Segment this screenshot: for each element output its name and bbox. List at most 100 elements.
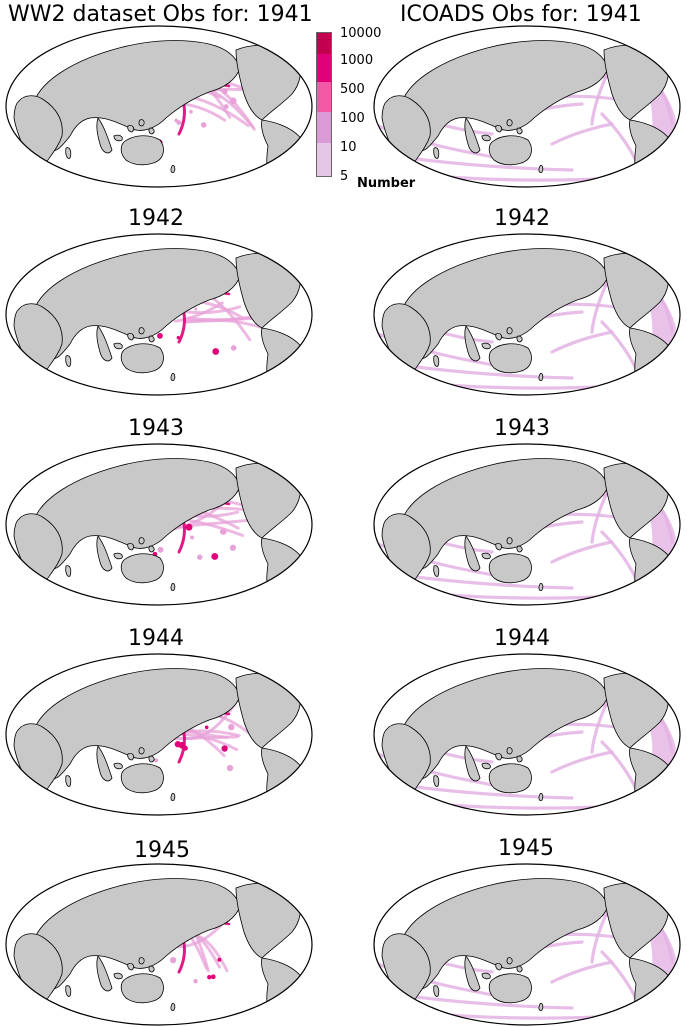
continent — [488, 763, 532, 794]
continent — [488, 973, 532, 1004]
continent — [148, 965, 155, 973]
colorbar — [316, 32, 332, 177]
obs-cluster — [210, 974, 216, 980]
continent — [488, 553, 532, 584]
colorbar-tick-500: 500 — [340, 82, 365, 97]
ww2-year-title-1942: 1942 — [128, 206, 184, 231]
continent — [33, 248, 241, 360]
obs-cluster — [204, 725, 209, 730]
continent — [464, 117, 481, 154]
continent — [138, 957, 145, 965]
obs-cluster — [176, 120, 182, 126]
icoads-map-1944 — [372, 652, 682, 817]
obs-cluster — [190, 535, 195, 540]
continent — [495, 543, 503, 551]
continent — [629, 451, 653, 464]
continent — [138, 327, 145, 335]
continent — [481, 552, 491, 560]
continent — [433, 775, 440, 787]
continent — [516, 127, 523, 135]
icoads-year-title-1942: 1942 — [494, 206, 550, 231]
obs-cluster — [221, 745, 228, 752]
continent — [96, 325, 113, 362]
continent — [538, 165, 544, 173]
landmass — [381, 661, 671, 809]
obs-cluster — [189, 109, 193, 114]
obs-cluster — [212, 348, 220, 355]
continent — [401, 458, 609, 570]
obs-cluster — [222, 88, 228, 95]
continent — [120, 973, 164, 1004]
obs-cluster — [230, 345, 237, 351]
colorbar-tick-1000: 1000 — [340, 53, 374, 68]
ship-track — [550, 960, 614, 984]
continent — [148, 127, 155, 135]
ww2-map-1945 — [4, 862, 314, 1027]
continent — [495, 753, 503, 761]
obs-cluster — [207, 975, 212, 980]
continent — [488, 135, 532, 166]
continent — [495, 125, 503, 133]
colorbar-tick-10000: 10000 — [340, 26, 382, 41]
ship-track — [550, 750, 614, 774]
continent — [629, 33, 653, 46]
continent — [138, 537, 145, 545]
colorbar-band-1000 — [317, 54, 331, 82]
continent — [120, 135, 164, 166]
map-border — [5, 653, 313, 816]
continent — [170, 165, 176, 173]
continent — [33, 40, 241, 152]
continent — [516, 965, 523, 973]
continent — [96, 535, 113, 572]
obs-cluster — [157, 546, 164, 553]
continent — [148, 545, 155, 553]
continent — [506, 957, 513, 965]
colorbar-tick-100: 100 — [340, 111, 365, 126]
continent — [148, 335, 155, 343]
continent — [506, 747, 513, 755]
continent — [96, 117, 113, 154]
icoads-year-title-1944: 1944 — [494, 626, 550, 651]
continent — [433, 147, 440, 159]
colorbar-tick-10: 10 — [340, 140, 357, 155]
continent — [113, 342, 123, 350]
continent — [481, 972, 491, 980]
continent — [120, 553, 164, 584]
continent — [120, 763, 164, 794]
continent — [127, 333, 135, 341]
continent — [495, 963, 503, 971]
obs-cluster — [228, 723, 235, 731]
continent — [33, 878, 241, 990]
ship-track — [550, 330, 614, 354]
continent — [96, 745, 113, 782]
obs-cluster — [174, 741, 182, 748]
icoads-map-1943 — [372, 442, 682, 607]
obs-cluster — [157, 332, 163, 339]
continent — [629, 661, 653, 674]
continent — [506, 537, 513, 545]
obs-cluster — [226, 764, 234, 772]
ww2-panel-title-1941: WW2 dataset Obs for: 1941 — [8, 2, 313, 27]
continent — [96, 955, 113, 992]
continent — [113, 762, 123, 770]
continent — [127, 753, 135, 761]
continent — [464, 955, 481, 992]
obs-cluster — [154, 758, 159, 763]
icoads-panel-title-1941: ICOADS Obs for: 1941 — [400, 2, 642, 27]
continent — [516, 755, 523, 763]
map-border — [5, 443, 313, 606]
icoads-year-title-1945: 1945 — [498, 836, 554, 861]
continent — [170, 793, 176, 801]
continent — [538, 373, 544, 381]
continent — [33, 458, 241, 570]
ship-track — [184, 318, 264, 329]
map-border — [373, 25, 681, 188]
continent — [433, 985, 440, 997]
continent — [495, 333, 503, 341]
map-border — [5, 233, 313, 396]
continent — [127, 543, 135, 551]
continent — [65, 355, 72, 367]
ww2-year-title-1944: 1944 — [128, 626, 184, 651]
continent — [488, 343, 532, 374]
